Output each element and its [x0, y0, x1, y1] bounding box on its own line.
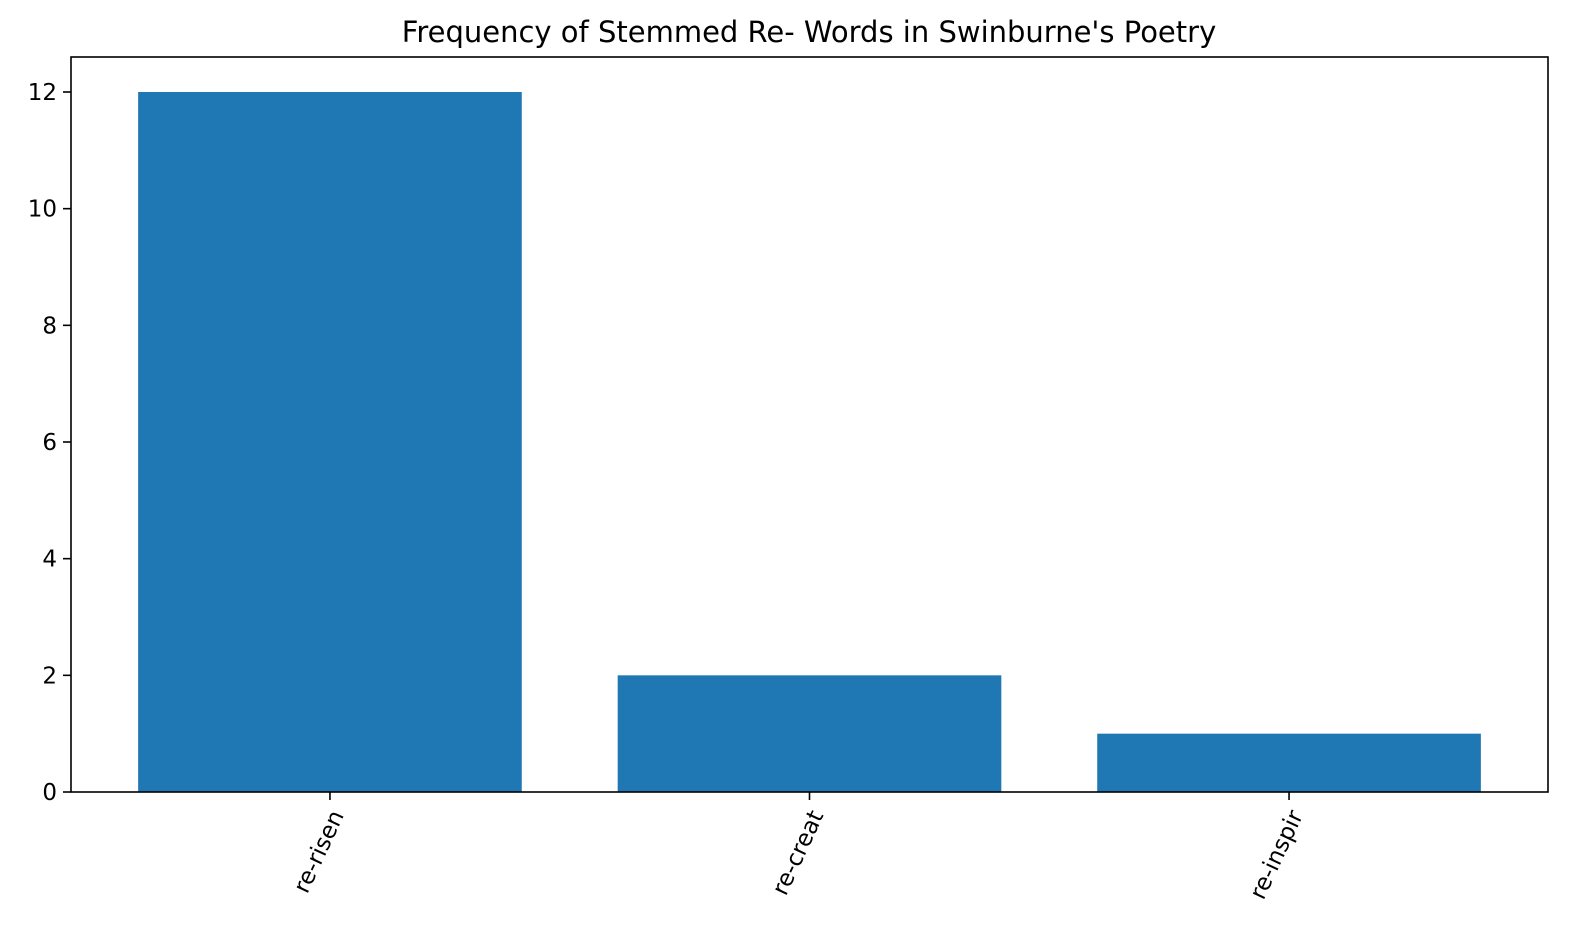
x-tick-label: re-risen [289, 807, 350, 898]
y-tick-label: 8 [42, 313, 57, 339]
y-tick-label: 12 [28, 80, 57, 106]
x-tick-label: re-creat [768, 807, 830, 900]
y-tick-label: 10 [28, 197, 57, 223]
bars-group [138, 92, 1481, 792]
bar-re-risen [138, 92, 522, 792]
bar-re-creat [617, 675, 1002, 792]
y-tick-label: 0 [42, 780, 57, 806]
chart-title: Frequency of Stemmed Re- Words in Swinbu… [402, 15, 1216, 49]
x-axis: re-risen re-creat re-inspir [289, 792, 1309, 903]
y-tick-label: 2 [42, 663, 57, 689]
y-tick-label: 6 [42, 430, 57, 456]
bar-re-inspir [1097, 733, 1481, 792]
y-tick-label: 4 [42, 547, 57, 573]
y-axis: 0 2 4 6 8 10 12 [28, 80, 71, 806]
x-tick-label: re-inspir [1245, 806, 1309, 903]
plot-frame [70, 56, 1549, 793]
